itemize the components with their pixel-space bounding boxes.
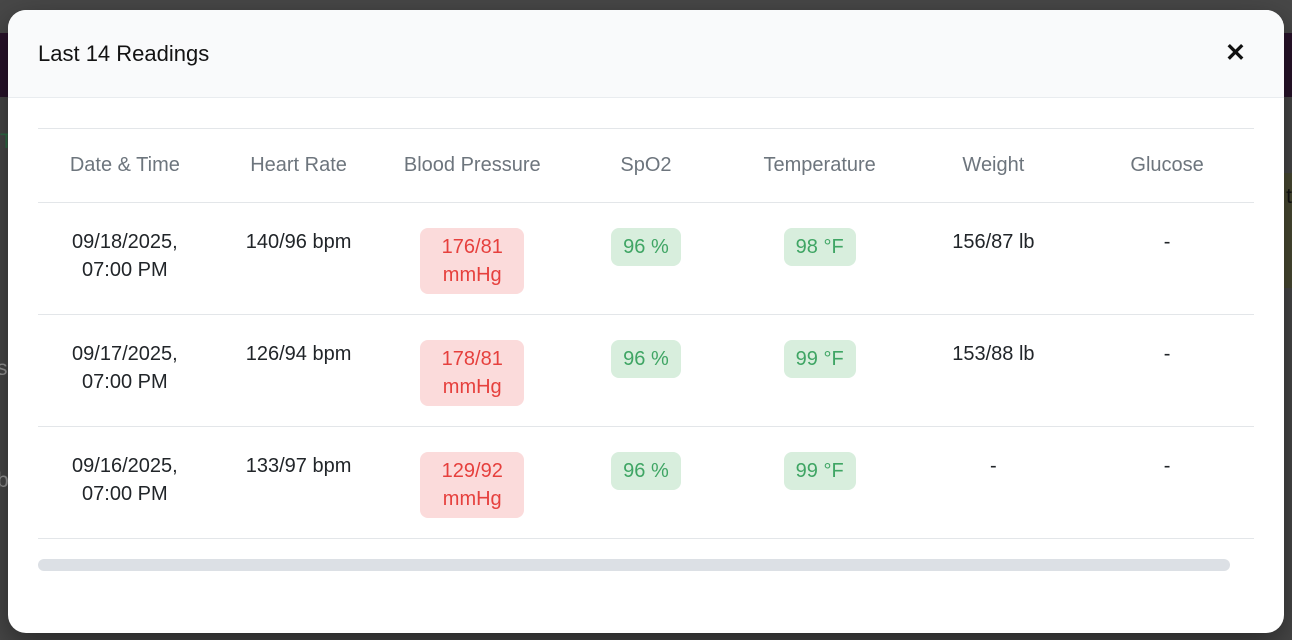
cell-blood-pressure: 176/81 mmHg (385, 202, 560, 315)
value-badge: 178/81 mmHg (420, 340, 525, 406)
readings-modal: Last 14 Readings ✕ Date & Time Heart Rat… (8, 10, 1284, 633)
cell-weight: 153/88 lb (906, 314, 1081, 427)
cell-blood-pressure: 178/81 mmHg (385, 314, 560, 427)
close-icon: ✕ (1225, 39, 1246, 67)
cell-spo2: 96 % (559, 314, 733, 427)
column-header-temperature: Temperature (732, 128, 907, 203)
table-row: 09/16/2025, 07:00 PM 133/97 bpm 129/92 mmH… (38, 426, 1254, 539)
column-header-glucose: Glucose (1080, 128, 1254, 203)
value-text: 153/88 lb (952, 343, 1035, 365)
cell-date-time: 09/17/2025, 07:00 PM (38, 314, 212, 427)
value-badge: 99 °F (783, 340, 856, 378)
cell-temperature: 99 °F (732, 426, 907, 539)
value-text: 133/97 bpm (245, 455, 352, 477)
background-text-fragment: s (0, 357, 8, 380)
modal-title: Last 14 Readings (38, 40, 210, 66)
value-text: - (990, 455, 997, 477)
value-text: 126/94 bpm (245, 343, 352, 365)
close-button[interactable]: ✕ (1217, 37, 1254, 70)
value-badge: 129/92 mmHg (420, 452, 525, 518)
cell-glucose: - (1080, 314, 1254, 427)
background-text-fragment: t (1286, 185, 1292, 208)
table-row: 09/18/2025, 07:00 PM 140/96 bpm 176/81 mmH… (38, 202, 1254, 315)
cell-date-time: 09/18/2025, 07:00 PM (38, 202, 212, 315)
value-text: 09/17/2025, 07:00 PM (72, 343, 178, 393)
modal-body: Date & Time Heart Rate Blood Pressure Sp… (8, 98, 1284, 571)
cell-weight: 156/87 lb (906, 202, 1081, 315)
column-header-heart-rate: Heart Rate (211, 128, 386, 203)
cell-heart-rate: 133/97 bpm (211, 426, 386, 539)
cell-spo2: 96 % (559, 202, 733, 315)
value-badge: 96 % (611, 340, 681, 378)
value-badge: 176/81 mmHg (420, 228, 525, 294)
table-row: 09/17/2025, 07:00 PM 126/94 bpm 178/81 mmH… (38, 314, 1254, 427)
cell-heart-rate: 126/94 bpm (211, 314, 386, 427)
cell-glucose: - (1080, 426, 1254, 539)
cell-weight: - (906, 426, 1081, 539)
table-body: 09/18/2025, 07:00 PM 140/96 bpm 176/81 mmH… (38, 202, 1254, 539)
cell-temperature: 98 °F (732, 202, 907, 315)
value-text: 156/87 lb (952, 231, 1035, 253)
value-text: 09/16/2025, 07:00 PM (72, 455, 178, 505)
value-badge: 96 % (611, 452, 681, 490)
value-text: - (1163, 455, 1171, 477)
value-text: - (1163, 231, 1171, 253)
modal-header: Last 14 Readings ✕ (8, 10, 1284, 98)
value-text: 09/18/2025, 07:00 PM (72, 231, 178, 281)
cell-temperature: 99 °F (732, 314, 907, 427)
cell-glucose: - (1080, 202, 1254, 315)
value-text: 140/96 bpm (245, 231, 352, 253)
value-badge: 96 % (611, 228, 681, 266)
cell-date-time: 09/16/2025, 07:00 PM (38, 426, 212, 539)
cell-blood-pressure: 129/92 mmHg (385, 426, 560, 539)
value-badge: 98 °F (783, 228, 856, 266)
table-header: Date & Time Heart Rate Blood Pressure Sp… (38, 128, 1254, 203)
cell-spo2: 96 % (559, 426, 733, 539)
background-text-fragment: b (0, 469, 9, 492)
readings-table: Date & Time Heart Rate Blood Pressure Sp… (38, 128, 1254, 539)
value-text: - (1163, 343, 1171, 365)
value-badge: 99 °F (783, 452, 856, 490)
horizontal-scrollbar-thumb[interactable] (38, 559, 1230, 571)
column-header-date-time: Date & Time (38, 128, 212, 203)
column-header-spo2: SpO2 (559, 128, 733, 203)
column-header-blood-pressure: Blood Pressure (385, 128, 560, 203)
column-header-weight: Weight (906, 128, 1081, 203)
cell-heart-rate: 140/96 bpm (211, 202, 386, 315)
